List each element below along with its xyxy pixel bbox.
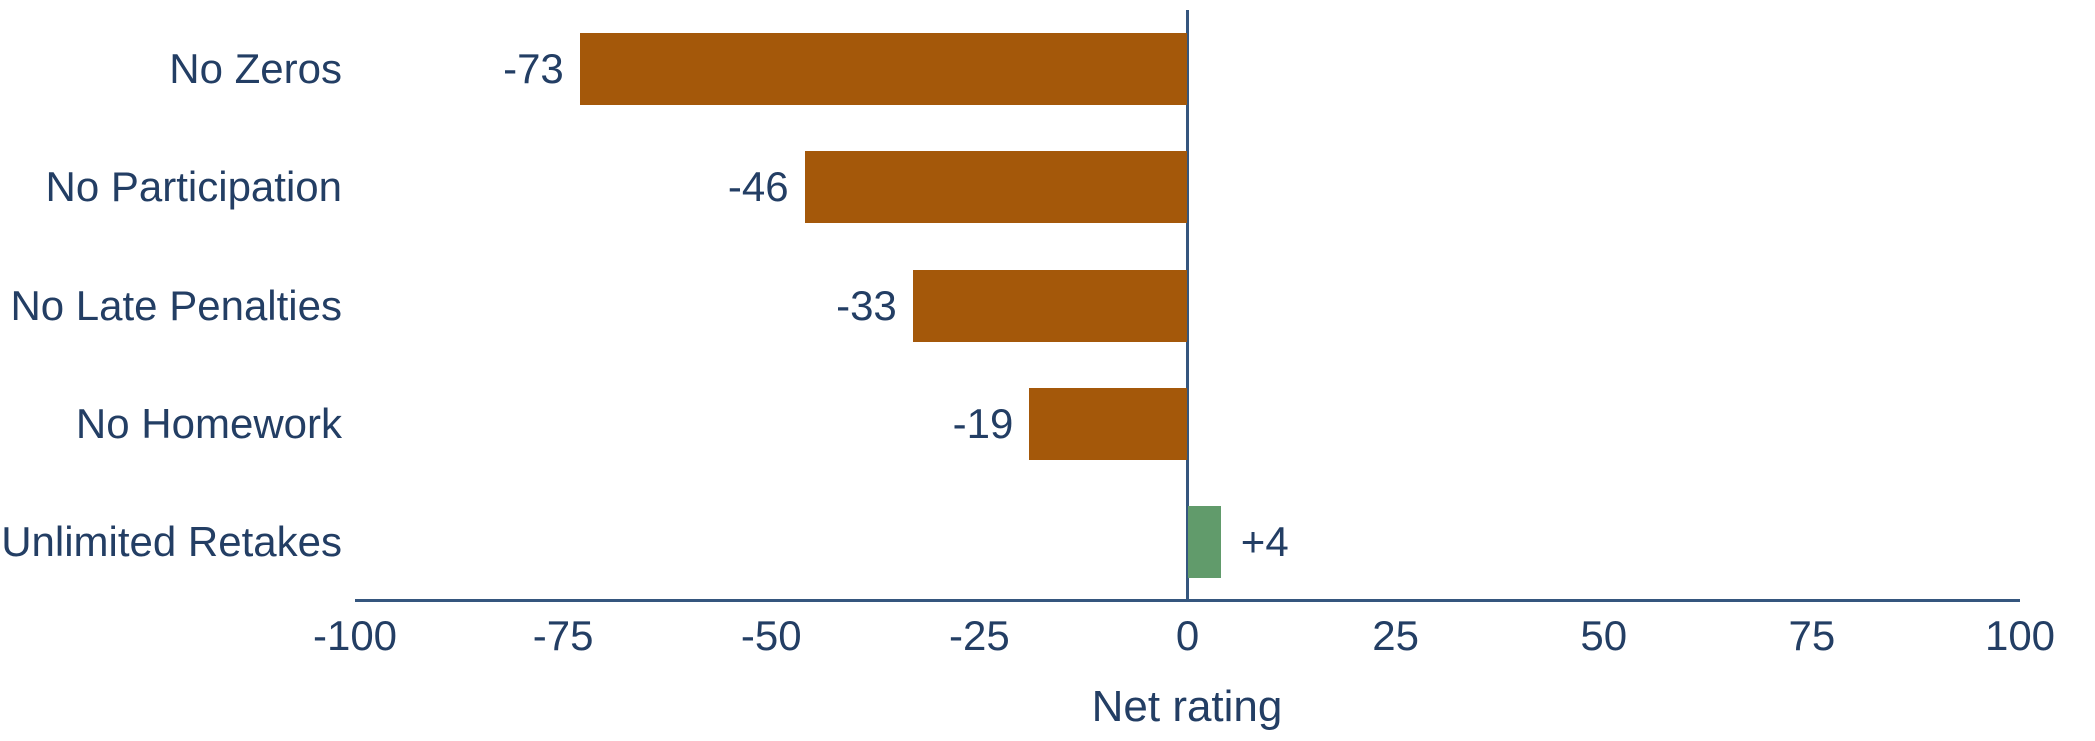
x-tick-label: 100 (1984, 612, 2056, 659)
value-label: -46 (727, 163, 789, 211)
zero-baseline (1186, 10, 1189, 602)
bar (804, 151, 1188, 224)
x-tick-label: 75 (1788, 612, 1836, 659)
bar (1187, 505, 1221, 578)
value-label: +4 (1240, 517, 1289, 565)
value-label: -19 (952, 399, 1014, 447)
x-tick-label: -25 (949, 612, 1010, 659)
x-tick-label: -50 (740, 612, 802, 659)
value-label: -73 (503, 45, 564, 93)
x-tick-label: -100 (312, 612, 398, 659)
x-tick-label: -75 (532, 612, 594, 659)
bar (579, 33, 1188, 106)
x-axis-title: Net rating (1091, 682, 1283, 731)
bar (912, 269, 1188, 342)
category-label: No Late Penalties (10, 281, 342, 329)
value-label: -33 (836, 281, 897, 329)
x-tick-label: 50 (1580, 612, 1628, 659)
x-tick-label: 0 (1175, 612, 1200, 659)
category-label: No Zeros (169, 45, 342, 93)
x-axis-line (355, 599, 2020, 602)
category-label: No Participation (45, 163, 342, 211)
x-tick-label: 25 (1372, 612, 1419, 659)
category-label: No Homework (75, 399, 342, 447)
category-label: Unlimited Retakes (1, 517, 342, 565)
bar (1029, 387, 1188, 460)
